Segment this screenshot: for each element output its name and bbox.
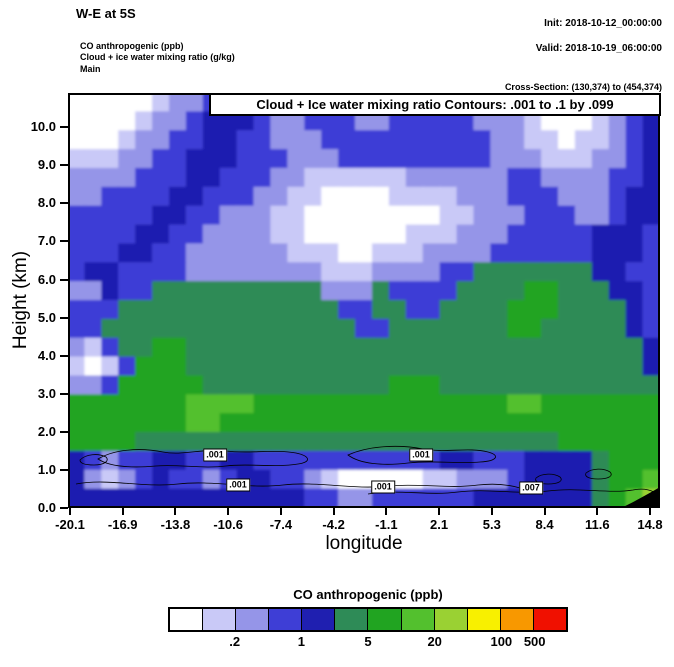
colorbar-cell: [367, 609, 401, 630]
cloud-contour-line: [367, 488, 655, 495]
y-tick-mark: [60, 164, 68, 167]
y-tick-label: 6.0: [37, 271, 56, 287]
x-tick-label: 14.8: [637, 517, 663, 532]
colorbar-tick-label: 500: [523, 634, 546, 649]
field-line-fill: CO anthropogenic (ppb): [80, 41, 184, 51]
y-axis-title: Height (km): [10, 250, 31, 350]
colorbar-cell: [334, 609, 368, 630]
colorbar-tick-label: 100: [490, 634, 513, 649]
colorbar-tick-label: .2: [229, 634, 241, 649]
co-heatmap-field: [68, 93, 660, 508]
y-tick-mark: [60, 202, 68, 205]
cloud-contour-label: .001: [226, 478, 250, 492]
x-tick-mark: [596, 508, 599, 515]
y-tick-mark: [60, 354, 68, 357]
field-line-contour: Cloud + ice water mixing ratio (g/kg): [80, 52, 235, 63]
init-valid-times: Init: 2018-10-12_00:00:00 Valid: 2018-10…: [536, 5, 662, 68]
x-tick-label: -10.6: [213, 517, 243, 532]
y-tick-label: 3.0: [37, 385, 56, 401]
valid-time: Valid: 2018-10-19_06:00:00: [535, 42, 662, 54]
x-tick-label: 11.6: [584, 517, 610, 532]
y-tick-label: 1.0: [37, 461, 56, 477]
x-tick-label: -1.1: [375, 517, 398, 532]
cloud-contour-label: .001: [371, 480, 395, 494]
x-tick-mark: [385, 508, 388, 515]
colorbar-cell: [433, 609, 467, 630]
field-description: CO anthropogenic (ppb) Cloud + ice water…: [80, 41, 235, 75]
cloud-contour-line: [585, 468, 612, 480]
y-tick-mark: [60, 430, 68, 433]
x-tick-mark: [649, 508, 651, 515]
colorbar: [168, 607, 568, 632]
y-tick-mark: [60, 278, 68, 281]
y-tick-label: 4.0: [37, 347, 56, 363]
x-tick-label: -7.4: [269, 517, 293, 532]
x-tick-label: -20.1: [55, 517, 85, 532]
y-tick-mark: [60, 126, 68, 129]
y-tick-mark: [60, 468, 68, 471]
colorbar-tick-label: 20: [427, 634, 442, 649]
cloud-contour-lines: [75, 445, 655, 495]
cross-section-plot: .001 .001 .001 .001 .007 Cloud + Ice water m…: [68, 93, 661, 508]
x-tick-label: -16.9: [107, 517, 138, 532]
colorbar-tick-label: 1: [297, 634, 305, 649]
x-tick-mark: [490, 508, 493, 515]
y-tick-label: 7.0: [37, 233, 56, 249]
contour-info-box: Cloud + Ice water mixing ratio Contours:…: [209, 93, 661, 116]
x-tick-mark: [174, 508, 177, 515]
x-tick-label: -13.8: [160, 517, 191, 532]
cloud-contour-line: [75, 481, 521, 489]
y-tick-label: 0.0: [37, 500, 56, 515]
init-time: Init: 2018-10-12_00:00:00: [544, 17, 662, 29]
y-tick-label: 10.0: [30, 119, 56, 135]
colorbar-cell: [170, 609, 203, 630]
x-tick-mark: [438, 508, 441, 515]
colorbar-cell: [499, 609, 533, 630]
terrain-silhouette: [621, 487, 660, 508]
colorbar-title: CO anthropogenic (ppb): [293, 587, 443, 602]
y-tick-mark: [60, 316, 68, 319]
x-tick-mark: [121, 508, 124, 515]
x-tick-mark: [543, 508, 546, 515]
x-tick-label: 8.4: [535, 517, 554, 532]
colorbar-cell: [235, 609, 269, 630]
cross-section-coords: Cross-Section: (130,374) to (454,374): [504, 82, 662, 92]
colorbar-cell: [202, 609, 236, 630]
x-axis-title: longitude: [325, 533, 403, 554]
x-tick-label: 2.1: [430, 517, 449, 532]
colorbar-tick-label: 5: [364, 634, 372, 649]
y-tick-mark: [60, 240, 68, 243]
colorbar-cell: [268, 609, 302, 630]
cloud-contour-line: [79, 454, 108, 466]
x-tick-mark: [69, 508, 71, 515]
y-tick-label: 2.0: [37, 423, 56, 439]
y-tick-label: 9.0: [37, 157, 56, 173]
cloud-contour-line: [97, 449, 308, 468]
x-tick-label: 5.3: [482, 517, 501, 532]
page-title: W-E at 5S: [76, 6, 136, 21]
y-tick-label: 8.0: [37, 195, 56, 211]
x-tick-mark: [227, 508, 230, 515]
y-tick-mark: [60, 392, 68, 395]
x-tick-mark: [279, 508, 282, 515]
y-tick-mark: [60, 507, 68, 509]
colorbar-cell: [400, 609, 434, 630]
co-field-svg: [68, 93, 660, 508]
x-tick-mark: [332, 508, 335, 515]
cloud-contour-label: .007: [519, 481, 543, 495]
cloud-contour-line: [347, 445, 496, 465]
y-tick-label: 5.0: [37, 309, 56, 325]
x-tick-label: -4.2: [322, 517, 345, 532]
colorbar-cell: [532, 609, 566, 630]
colorbar-cell: [466, 609, 500, 630]
cloud-contour-label: .001: [203, 448, 227, 462]
field-line-domain: Main: [80, 63, 101, 74]
cloud-contour-label: .001: [409, 448, 433, 462]
colorbar-cell: [301, 609, 335, 630]
